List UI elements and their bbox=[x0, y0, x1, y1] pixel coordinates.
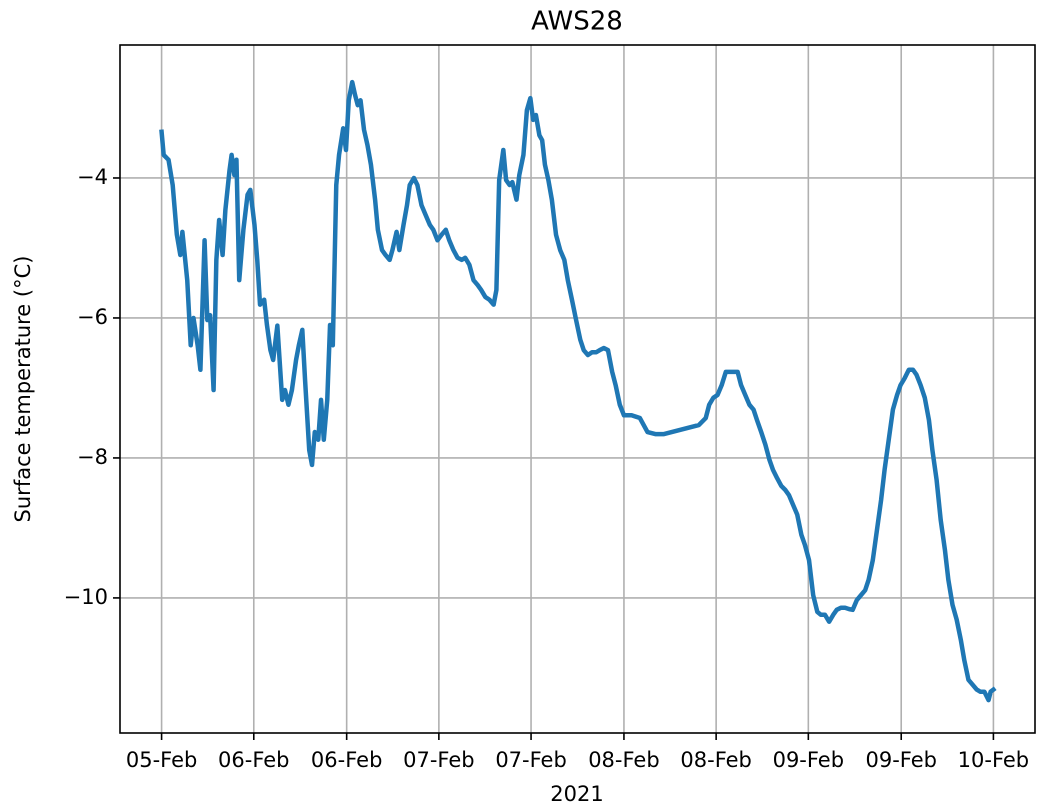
x-tick-label: 07-Feb bbox=[403, 748, 474, 772]
x-tick-label: 05-Feb bbox=[126, 748, 197, 772]
x-tick-label: 08-Feb bbox=[588, 748, 659, 772]
x-tick-label: 08-Feb bbox=[680, 748, 751, 772]
y-axis-label: Surface temperature (°C) bbox=[11, 256, 35, 523]
x-tick-label: 06-Feb bbox=[218, 748, 289, 772]
y-tick-label: −8 bbox=[77, 445, 108, 469]
x-tick-label: 09-Feb bbox=[773, 748, 844, 772]
x-tick-label: 07-Feb bbox=[495, 748, 566, 772]
x-tick-label: 09-Feb bbox=[865, 748, 936, 772]
plot-frame bbox=[119, 44, 1036, 734]
x-tick-label: 10-Feb bbox=[958, 748, 1029, 772]
data-line bbox=[159, 79, 997, 703]
x-tick-label: 06-Feb bbox=[311, 748, 382, 772]
chart-title: AWS28 bbox=[531, 7, 623, 37]
y-tick-label: −10 bbox=[64, 585, 108, 609]
y-tick-label: −4 bbox=[77, 165, 108, 189]
y-tick-label: −6 bbox=[77, 305, 108, 329]
x-axis-label: 2021 bbox=[550, 782, 603, 806]
